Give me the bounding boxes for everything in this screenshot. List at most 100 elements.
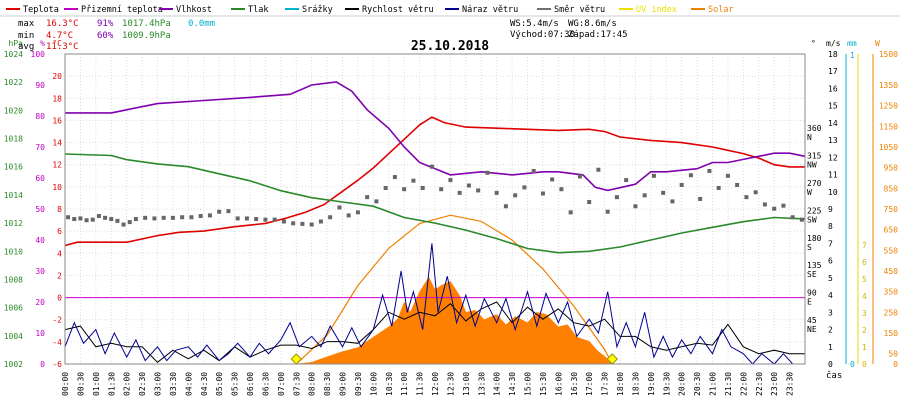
x-tick-label: 14:00 <box>493 372 502 396</box>
wind-tick: 2 <box>828 326 833 335</box>
direction-point <box>485 170 490 175</box>
sunrise-marker <box>290 353 302 365</box>
uv-tick: 5 <box>862 275 867 284</box>
direction-point <box>772 206 777 211</box>
temperature-axis-tick: 20 <box>52 72 62 81</box>
direction-point <box>66 215 71 220</box>
stats-wg: WG:8.6m/s <box>568 19 617 29</box>
direction-point <box>127 220 132 225</box>
direction-point <box>503 204 508 209</box>
wind-tick: 9 <box>828 205 833 214</box>
humidity-axis-tick: 10 <box>35 329 45 338</box>
x-tick-label: 10:00 <box>369 372 378 396</box>
legend-label: Směr větru <box>554 5 605 15</box>
uv-tick: 6 <box>862 258 867 267</box>
x-tick-label: 01:00 <box>92 372 101 396</box>
wind-tick: 13 <box>828 136 838 145</box>
solar-tick: 1250 <box>879 102 898 111</box>
humidity-axis-tick: 80 <box>35 112 45 121</box>
direction-point <box>263 217 268 222</box>
x-tick-label: 14:30 <box>508 372 517 396</box>
direction-axis-unit: ° <box>811 39 816 48</box>
wind-tick: 6 <box>828 257 833 266</box>
wind-tick: 3 <box>828 308 833 317</box>
solar-area <box>296 276 614 365</box>
direction-point <box>781 203 786 208</box>
wind-tick: 1 <box>828 343 833 352</box>
stats-sunrise: Východ:07:30 <box>510 30 575 40</box>
stats-max-temp: 16.3°C <box>46 19 79 29</box>
solar-axis-unit: W <box>875 39 880 48</box>
direction-point <box>670 199 675 204</box>
x-tick-label: 16:00 <box>554 372 563 396</box>
direction-point <box>109 217 114 222</box>
wind-tick: 11 <box>828 171 838 180</box>
humidity-axis-tick: 30 <box>35 267 45 276</box>
x-tick-label: 17:30 <box>601 372 610 396</box>
humidity-axis-tick: 100 <box>31 50 46 59</box>
direction-point <box>799 217 804 222</box>
stats-min-temp: 4.7°C <box>46 31 73 41</box>
x-tick-label: 06:30 <box>261 372 270 396</box>
solar-tick: 1050 <box>879 143 898 152</box>
legend-label: Vlhkost <box>176 5 212 15</box>
axes: 00:00 00:30 01:00 01:30 02:00 02:30 03:00 03:30… <box>4 39 898 396</box>
humidity-axis-tick: 20 <box>35 298 45 307</box>
direction-point <box>365 195 370 200</box>
stats-avg-temp: 11.3°C <box>46 42 79 52</box>
direction-point <box>411 178 416 183</box>
direction-point <box>494 190 499 195</box>
direction-point <box>476 188 481 193</box>
line-series <box>64 81 806 365</box>
direction-point <box>115 218 120 223</box>
direction-point <box>84 218 89 223</box>
series-temperature <box>64 116 805 247</box>
x-tick-label: 22:00 <box>739 372 748 396</box>
series-solar <box>295 214 613 365</box>
temperature-axis-tick: -6 <box>52 360 62 369</box>
direction-point <box>707 168 712 173</box>
x-tick-label: 07:30 <box>292 372 301 396</box>
direction-point <box>226 209 231 214</box>
direction-point <box>762 202 767 207</box>
humidity-axis-tick: 50 <box>35 205 45 214</box>
direction-tick-deg: 270 <box>807 179 822 188</box>
stats-max-rain: 0.0mm <box>188 19 215 29</box>
direction-point <box>337 205 342 210</box>
pressure-axis-tick: 1018 <box>4 135 23 144</box>
direction-point <box>392 175 397 180</box>
direction-point <box>198 214 203 219</box>
x-tick-label: 12:30 <box>446 372 455 396</box>
wind-tick: 5 <box>828 274 833 283</box>
x-tick-label: 04:00 <box>184 372 193 396</box>
x-tick-label: 13:00 <box>462 372 471 396</box>
direction-point <box>614 195 619 200</box>
temperature-axis-tick: 14 <box>52 139 62 148</box>
direction-tick-dir: SE <box>807 270 817 279</box>
temperature-axis-tick: 8 <box>57 205 62 214</box>
direction-tick-dir: NE <box>807 325 817 334</box>
x-tick-label: 23:00 <box>770 372 779 396</box>
temperature-axis-tick: 4 <box>57 249 62 258</box>
x-tick-label: 02:30 <box>138 372 147 396</box>
direction-point <box>281 219 286 224</box>
wind-tick: 18 <box>828 50 838 59</box>
direction-point <box>596 167 601 172</box>
series-wind <box>64 243 805 365</box>
pressure-axis-tick: 1002 <box>4 360 23 369</box>
direction-point <box>448 178 453 183</box>
x-tick-label: 20:30 <box>693 372 702 396</box>
direction-point <box>522 185 527 190</box>
direction-tick-dir: S <box>807 243 812 252</box>
pressure-axis-unit: hPa <box>9 39 24 48</box>
humidity-axis-unit: % <box>40 39 45 48</box>
x-tick-label: 18:00 <box>616 372 625 396</box>
x-tick-label: 13:30 <box>477 372 486 396</box>
pressure-axis-tick: 1010 <box>4 247 23 256</box>
direction-point <box>291 221 296 226</box>
direction-point <box>698 196 703 201</box>
legend-label: Srážky <box>302 5 333 15</box>
solar-tick: 450 <box>884 267 899 276</box>
x-tick-label: 03:00 <box>154 372 163 396</box>
direction-point <box>235 216 240 221</box>
